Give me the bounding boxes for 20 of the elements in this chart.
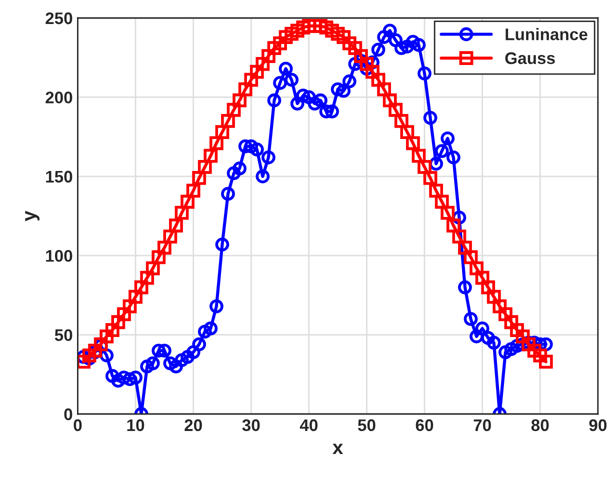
y-tick-label: 200: [46, 92, 72, 104]
x-tick-label: 40: [300, 419, 318, 432]
y-tick-label: 100: [46, 250, 72, 262]
x-tick-label: 10: [127, 419, 144, 432]
legend-label: Luninance: [506, 28, 588, 40]
x-axis-title: x: [332, 444, 344, 454]
y-tick-label: 0: [64, 408, 72, 420]
x-tick-label: 60: [416, 419, 434, 432]
y-axis-title: y: [25, 210, 40, 222]
legend-label: Gauss: [505, 52, 555, 64]
x-tick-label: 0: [74, 419, 82, 432]
x-tick-label: 90: [589, 419, 607, 432]
x-tick-label: 20: [184, 419, 202, 432]
x-tick-label: 50: [358, 419, 376, 432]
x-tick-label: 30: [242, 419, 260, 432]
x-tick-label: 80: [531, 419, 549, 432]
y-tick-label: 150: [46, 170, 72, 183]
y-tick-label: 250: [46, 12, 72, 24]
y-tick-label: 50: [54, 329, 72, 342]
x-tick-label: 70: [474, 419, 491, 432]
